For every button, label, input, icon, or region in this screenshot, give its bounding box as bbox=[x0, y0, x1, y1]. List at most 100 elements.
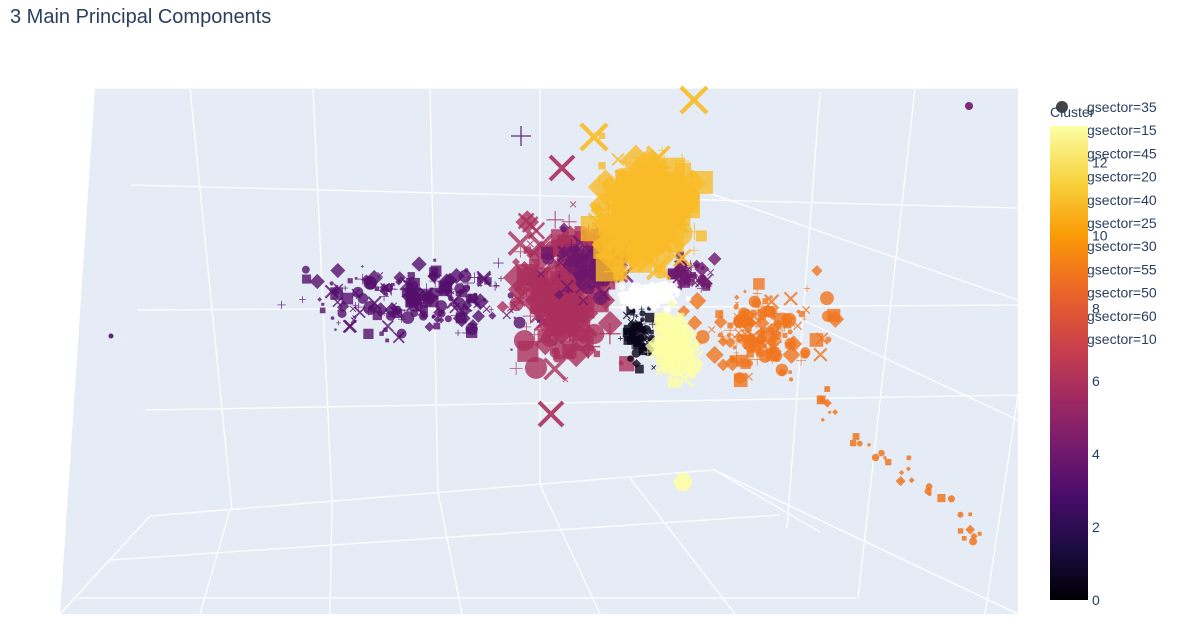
data-point bbox=[849, 439, 857, 447]
data-point bbox=[895, 476, 906, 487]
data-point bbox=[578, 295, 589, 306]
data-point bbox=[523, 246, 532, 254]
data-point bbox=[437, 316, 445, 324]
colorbar-tick-label: 4 bbox=[1092, 446, 1100, 462]
legend[interactable]: gsector=35 gsector=15 gsector=45 gsector=20… bbox=[1056, 99, 1157, 347]
data-point bbox=[667, 288, 672, 293]
legend-item[interactable]: gsector=30 bbox=[1087, 238, 1157, 254]
data-point bbox=[727, 322, 734, 329]
data-point bbox=[447, 295, 454, 302]
data-point bbox=[824, 386, 831, 392]
data-point bbox=[462, 328, 471, 338]
data-point bbox=[411, 256, 427, 272]
data-point bbox=[546, 211, 565, 229]
legend-item[interactable]: gsector=25 bbox=[1087, 215, 1157, 231]
data-point bbox=[639, 310, 646, 317]
data-point bbox=[433, 322, 441, 330]
data-point bbox=[626, 245, 654, 273]
data-point bbox=[648, 206, 670, 228]
data-point bbox=[957, 528, 964, 534]
data-point bbox=[664, 344, 681, 361]
data-point bbox=[588, 193, 613, 218]
data-point bbox=[655, 357, 664, 366]
data-point bbox=[782, 319, 792, 329]
gridline bbox=[59, 515, 151, 615]
legend-item[interactable]: gsector=50 bbox=[1087, 285, 1157, 301]
data-point bbox=[746, 334, 762, 351]
data-point bbox=[583, 341, 596, 353]
data-point bbox=[620, 305, 626, 311]
data-point bbox=[469, 309, 473, 313]
data-point bbox=[648, 320, 657, 328]
legend-item[interactable]: gsector=20 bbox=[1087, 169, 1157, 185]
data-point bbox=[674, 173, 689, 188]
scene-floor bbox=[60, 470, 1018, 614]
data-point bbox=[965, 524, 976, 535]
data-point bbox=[744, 372, 753, 381]
data-point bbox=[640, 317, 645, 322]
data-point bbox=[561, 214, 577, 230]
scene-side-wall bbox=[60, 88, 150, 614]
data-point bbox=[767, 349, 774, 356]
data-point bbox=[556, 251, 566, 261]
gridline bbox=[539, 484, 601, 615]
data-point bbox=[821, 418, 825, 422]
data-point bbox=[654, 323, 666, 335]
data-point bbox=[777, 352, 782, 357]
legend-item[interactable]: gsector=15 bbox=[1087, 122, 1157, 138]
data-point bbox=[787, 329, 793, 335]
data-points bbox=[108, 85, 982, 546]
data-point bbox=[733, 294, 740, 301]
legend-item[interactable]: gsector=55 bbox=[1087, 261, 1157, 277]
data-point bbox=[471, 309, 485, 323]
data-point bbox=[677, 305, 690, 318]
data-point bbox=[482, 305, 491, 314]
data-point bbox=[498, 275, 504, 282]
data-point bbox=[746, 359, 754, 367]
data-point bbox=[684, 339, 693, 348]
legend-item[interactable]: gsector=45 bbox=[1087, 145, 1157, 161]
data-point bbox=[925, 483, 933, 490]
data-point bbox=[412, 291, 421, 300]
data-point bbox=[419, 304, 428, 313]
legend-label: gsector=60 bbox=[1087, 308, 1157, 324]
data-point bbox=[670, 364, 683, 377]
data-point bbox=[476, 277, 482, 283]
legend-label: gsector=55 bbox=[1087, 261, 1157, 277]
data-point bbox=[685, 223, 704, 241]
legend-item[interactable]: gsector=60 bbox=[1087, 308, 1157, 324]
data-point bbox=[510, 348, 513, 351]
data-point bbox=[636, 299, 644, 307]
colorbar: Cluster 0 2 4 6 8 10 12 bbox=[1050, 104, 1108, 608]
data-point bbox=[556, 273, 562, 279]
data-point bbox=[744, 312, 748, 317]
data-point bbox=[878, 449, 885, 457]
data-point bbox=[670, 295, 675, 300]
data-point bbox=[745, 329, 761, 344]
data-point bbox=[387, 315, 390, 318]
data-point bbox=[695, 274, 710, 289]
data-point bbox=[678, 169, 707, 197]
data-point bbox=[632, 359, 642, 369]
data-point bbox=[334, 328, 337, 331]
data-point bbox=[587, 292, 595, 300]
data-point bbox=[607, 191, 621, 205]
data-point bbox=[433, 281, 436, 284]
legend-item[interactable]: gsector=10 bbox=[1087, 331, 1157, 347]
data-point bbox=[524, 356, 548, 379]
legend-item[interactable]: gsector=35 bbox=[1056, 99, 1157, 115]
data-point bbox=[682, 199, 697, 214]
data-point bbox=[742, 323, 750, 332]
data-point bbox=[529, 258, 540, 270]
data-point bbox=[635, 364, 644, 374]
data-point bbox=[639, 346, 648, 356]
gridline bbox=[437, 491, 463, 615]
legend-label: gsector=45 bbox=[1087, 145, 1157, 161]
legend-item[interactable]: gsector=40 bbox=[1087, 192, 1157, 208]
data-point bbox=[674, 292, 680, 297]
data-point bbox=[644, 190, 671, 216]
data-point bbox=[680, 318, 689, 326]
legend-label: gsector=20 bbox=[1087, 169, 1157, 185]
data-point bbox=[927, 492, 932, 497]
